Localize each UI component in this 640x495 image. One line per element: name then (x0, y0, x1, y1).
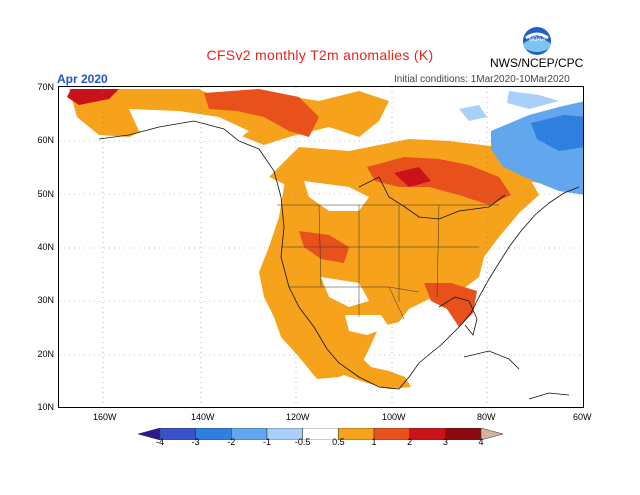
graticule (59, 87, 583, 407)
legend-label: -1 (262, 437, 271, 447)
legend-label: 1 (371, 437, 377, 447)
lat-label-50n: 50N (37, 189, 54, 199)
lat-label-30n: 30N (37, 295, 54, 305)
cool-anomaly-regions (459, 91, 583, 195)
lat-label-10n: 10N (37, 402, 54, 412)
lon-label-120w: 120W (286, 412, 310, 422)
lon-label-100w: 100W (382, 412, 406, 422)
legend-label: 3 (442, 437, 448, 447)
legend-label: -3 (191, 437, 200, 447)
lon-label-60w: 60W (573, 412, 592, 422)
legend-label: -4 (155, 437, 164, 447)
anomaly-map (58, 86, 584, 408)
legend-label: -0.5 (294, 437, 311, 447)
anomaly-map-svg (59, 87, 583, 407)
noaa-logo: NOAA (523, 27, 551, 55)
warm-anomaly-regions (67, 89, 539, 389)
lon-label-160w: 160W (93, 412, 117, 422)
legend-label: 2 (407, 437, 413, 447)
map-title: CFSv2 monthly T2m anomalies (K) (206, 47, 434, 63)
legend-swatch (480, 428, 503, 440)
lat-label-60n: 60N (37, 135, 54, 145)
noaa-logo-text: NOAA (528, 37, 545, 43)
lon-label-140w: 140W (191, 412, 215, 422)
agency-label: NWS/NCEP/CPC (490, 56, 584, 70)
legend-label: -2 (227, 437, 236, 447)
color-legend (138, 428, 503, 440)
legend-label: 0.5 (332, 437, 345, 447)
initial-conditions: Initial conditions: 1Mar2020-10Mar2020 (394, 74, 570, 85)
legend-label: 4 (478, 437, 484, 447)
forecast-period: Apr 2020 (57, 72, 108, 86)
lat-label-20n: 20N (37, 349, 54, 359)
lat-label-40n: 40N (37, 242, 54, 252)
political-borders (277, 204, 499, 320)
lat-label-70n: 70N (37, 82, 54, 92)
lon-label-80w: 80W (477, 412, 496, 422)
